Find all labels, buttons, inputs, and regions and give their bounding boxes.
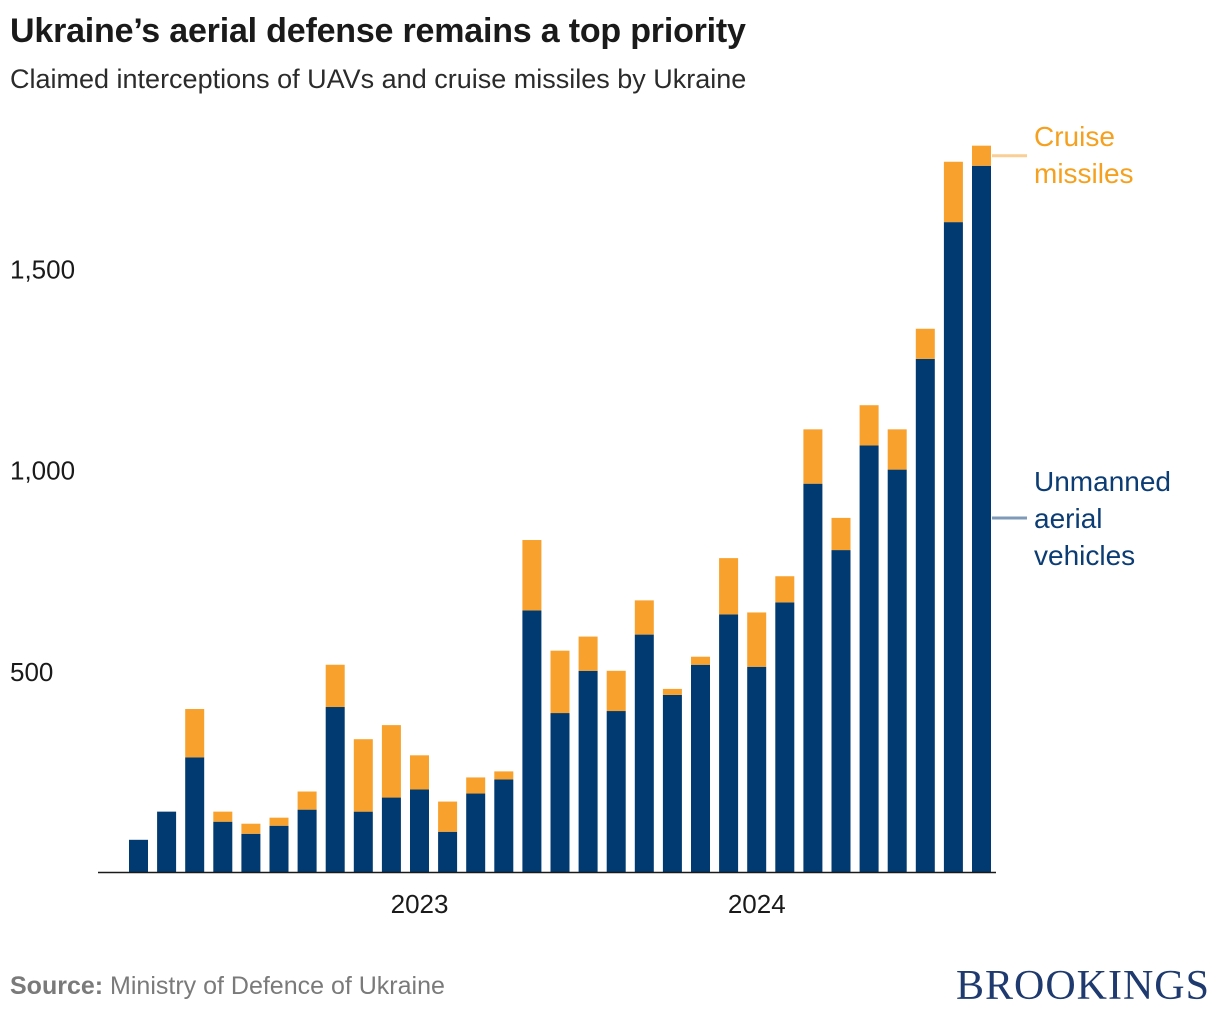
bar-cruise-missiles (325, 664, 345, 708)
bar-uav (915, 358, 935, 872)
bar-cruise-missiles (943, 161, 963, 223)
y-tick-label: 500 (10, 657, 53, 687)
legend-label-uavs: Unmanned aerial vehicles (1034, 466, 1171, 571)
bar-uav (494, 779, 514, 872)
x-tick-label: 2023 (391, 889, 449, 919)
bar-cruise-missiles (634, 600, 654, 635)
bar-uav (859, 445, 879, 872)
bar-cruise-missiles (381, 725, 401, 798)
bar-cruise-missiles (494, 771, 514, 780)
bar-uav (325, 707, 345, 872)
y-tick-label: 1,000 (10, 456, 75, 486)
bar-uav (775, 602, 795, 872)
chart-subtitle: Claimed interceptions of UAVs and cruise… (10, 64, 747, 94)
bar-uav (185, 757, 205, 872)
bar-cruise-missiles (719, 558, 739, 615)
bar-uav (269, 825, 289, 872)
bar-cruise-missiles (522, 540, 542, 611)
legend-label-cruise-missiles: Cruise missiles (1034, 121, 1134, 189)
bar-cruise-missiles (606, 670, 626, 712)
bar-cruise-missiles (662, 688, 682, 695)
brookings-logo: BROOKINGS (955, 963, 1210, 1009)
bar-cruise-missiles (578, 636, 598, 671)
bar-cruise-missiles (887, 429, 907, 470)
bar-uav (831, 550, 851, 872)
bar-cruise-missiles (466, 777, 486, 794)
bar-uav (972, 165, 991, 873)
bar-cruise-missiles (269, 817, 289, 826)
source-note: Source: Ministry of Defence of Ukraine (10, 972, 445, 1001)
bar-uav (803, 483, 823, 872)
bar-cruise-missiles (691, 656, 710, 665)
bar-cruise-missiles (803, 429, 823, 484)
bar-uav (129, 839, 148, 872)
bar-uav (747, 666, 767, 872)
bar-cruise-missiles (438, 801, 458, 832)
bar-cruise-missiles (972, 145, 991, 166)
bar-uav (887, 469, 907, 872)
chart-title: Ukraine’s aerial defense remains a top p… (10, 12, 746, 50)
x-tick-label: 2024 (728, 889, 786, 919)
bar-uav (213, 821, 233, 872)
bar-uav (297, 809, 317, 872)
bar-uav (522, 610, 542, 872)
bar-uav (691, 664, 710, 872)
bar-uav (634, 634, 654, 872)
source-label: Source: (10, 972, 104, 1000)
bar-cruise-missiles (831, 517, 851, 551)
bar-cruise-missiles (213, 811, 233, 822)
bar-uav (578, 670, 598, 872)
bar-uav (381, 797, 401, 872)
bar-cruise-missiles (353, 739, 373, 812)
bar-uav (410, 789, 429, 872)
bar-cruise-missiles (775, 576, 795, 603)
bar-cruise-missiles (185, 709, 205, 758)
bar-cruise-missiles (859, 405, 879, 446)
bar-uav (943, 222, 963, 872)
bar-cruise-missiles (410, 755, 429, 790)
bar-cruise-missiles (550, 650, 570, 714)
bar-cruise-missiles (915, 328, 935, 359)
bar-uav (662, 694, 682, 872)
y-tick-label: 1,500 (10, 254, 75, 284)
bar-uav (606, 711, 626, 872)
bar-cruise-missiles (297, 791, 317, 810)
bar-uav (241, 833, 261, 872)
bar-uav (438, 831, 458, 872)
bar-uav (550, 713, 570, 872)
bar-cruise-missiles (241, 823, 261, 834)
source-text: Ministry of Defence of Ukraine (110, 972, 445, 1000)
bar-uav (157, 811, 177, 872)
bar-uav (466, 793, 486, 872)
bar-cruise-missiles (747, 612, 767, 667)
bar-uav (353, 811, 373, 872)
bar-uav (719, 614, 739, 872)
